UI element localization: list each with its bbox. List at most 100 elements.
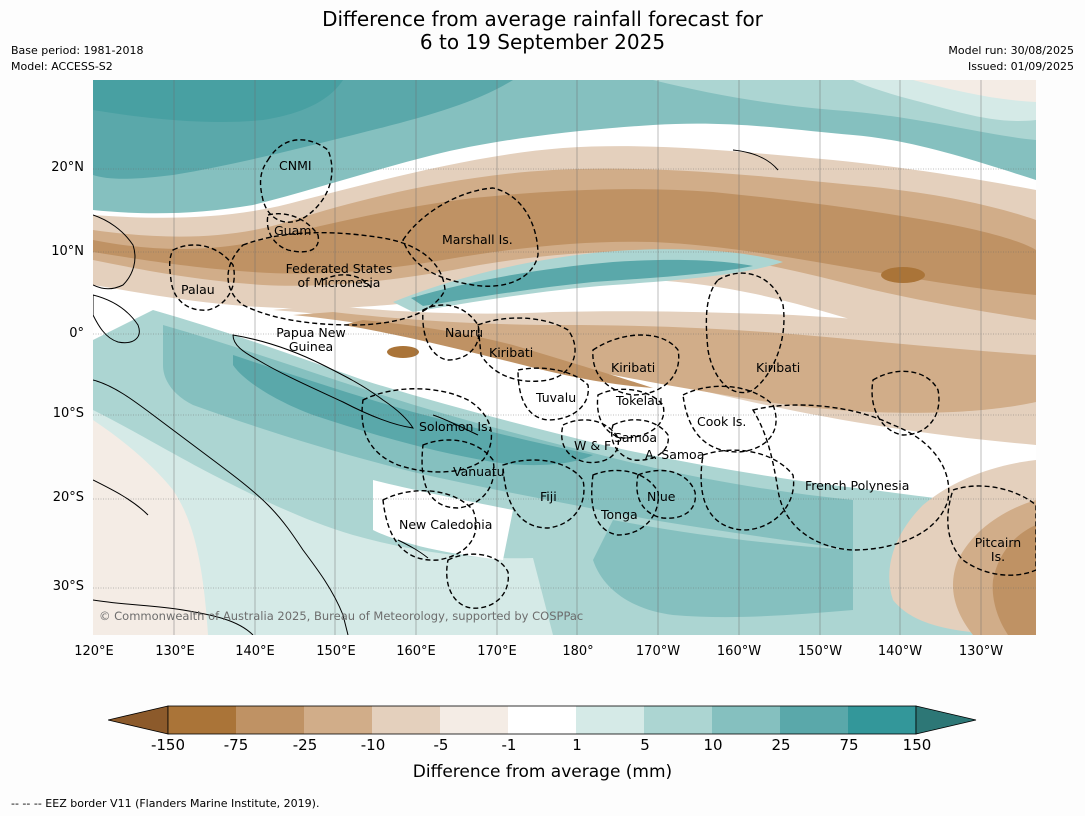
- place-labels: CNMI Guam Marshall Is. Federated States …: [181, 158, 1021, 564]
- solomon-islands-coast: [432, 414, 479, 436]
- map-title-line1: Difference from average rainfall forecas…: [322, 7, 763, 31]
- queensland-inland: [93, 479, 149, 516]
- colorbar-label: -1: [501, 736, 517, 754]
- map-canvas: CNMI Guam Marshall Is. Federated States …: [93, 80, 1036, 635]
- colorbar-label: 150: [902, 736, 932, 754]
- label-cnmi: CNMI: [279, 158, 312, 173]
- lon-tick-180: 180°: [562, 644, 594, 659]
- eez-nauru: [422, 304, 480, 361]
- lat-tick-20n: 20°N: [51, 160, 84, 175]
- eez-french-polynesia: [751, 404, 950, 551]
- label-kiribati-east: Kiribati: [756, 360, 800, 375]
- wet-band-south-core: [233, 355, 593, 466]
- label-samoa: Samoa: [614, 430, 657, 445]
- eez-marshall: [402, 187, 539, 287]
- label-fsm-line2: of Micronesia: [298, 275, 381, 290]
- label-palau: Palau: [181, 282, 215, 297]
- dry-band-south-strong: [343, 320, 653, 388]
- label-guam: Guam: [274, 223, 311, 238]
- colorbar-title: Difference from average (mm): [412, 762, 673, 782]
- eez-fsm: [227, 231, 446, 326]
- philippines-coast: [93, 214, 136, 290]
- borneo-coast: [93, 294, 140, 344]
- australia-south-coast: [93, 599, 254, 635]
- colorbar-label: -75: [223, 736, 249, 754]
- lon-tick-160w: 160°W: [716, 644, 762, 659]
- latitude-gridlines: [93, 168, 1036, 589]
- label-marshall-islands: Marshall Is.: [442, 232, 513, 247]
- eez-guam: [266, 213, 320, 253]
- colorbar-label: 75: [839, 736, 859, 754]
- colorbar-label: -25: [292, 736, 318, 754]
- eez-palau: [168, 244, 235, 311]
- colorbar-label: -10: [360, 736, 386, 754]
- colorbar-segment: [848, 706, 916, 734]
- lat-tick-10s: 10°S: [52, 406, 84, 421]
- lon-tick-170w: 170°W: [635, 644, 681, 659]
- colorbar-segment: [440, 706, 508, 734]
- colorbar-segment: [780, 706, 848, 734]
- eez-niue: [636, 469, 697, 519]
- eez-footnote: -- -- -- EEZ border V11 (Flanders Marine…: [11, 797, 320, 810]
- eez-solomon: [361, 388, 493, 473]
- base-period: Base period: 1981-2018: [11, 44, 144, 57]
- label-kiribati-central: Kiribati: [611, 360, 655, 375]
- near-normal-south-west: [93, 410, 553, 635]
- colorbar-segment: [712, 706, 780, 734]
- model-run: Model run: 30/08/2025: [948, 44, 1074, 57]
- new-guinea-coast: [232, 334, 415, 429]
- wet-core-north: [93, 80, 513, 179]
- rainfall-map: CNMI Guam Marshall Is. Federated States …: [93, 80, 1036, 635]
- label-wallis-futuna: W & F: [574, 438, 611, 453]
- australia-east-coast: [93, 379, 349, 635]
- dry-region-southeast-strong: [992, 525, 1036, 635]
- lat-tick-10n: 10°N: [51, 244, 84, 259]
- near-normal-northeast: [913, 80, 1036, 102]
- wet-core-northwest: [93, 80, 343, 122]
- eez-marquesas: [871, 370, 940, 436]
- colorbar-segment: [372, 706, 440, 734]
- wet-tongue-core: [411, 259, 753, 306]
- label-cook-islands: Cook Is.: [697, 414, 746, 429]
- eez-kiribati-east: [705, 272, 785, 394]
- dry-core-east: [881, 267, 925, 283]
- lon-tick-120e: 120°E: [74, 644, 114, 659]
- coastlines: [93, 149, 779, 635]
- label-tokelau: Tokelau: [615, 393, 663, 408]
- eez-tokelau: [596, 388, 665, 439]
- eez-kiribati-west: [477, 317, 576, 382]
- label-french-polynesia: French Polynesia: [805, 478, 909, 493]
- colorbar-segment: [236, 706, 304, 734]
- lon-tick-140w: 140°W: [877, 644, 923, 659]
- colorbar: [108, 705, 977, 735]
- slightly-dry-australia: [93, 420, 208, 635]
- lat-tick-0: 0°: [69, 326, 84, 341]
- eez-png-north: [322, 274, 374, 291]
- new-caledonia-coast: [397, 539, 429, 559]
- dry-band-north-strong: [93, 189, 1036, 295]
- label-new-caledonia: New Caledonia: [399, 517, 492, 532]
- colorbar-segment: [644, 706, 712, 734]
- label-fiji: Fiji: [540, 489, 557, 504]
- hawaii-islands: [732, 149, 779, 171]
- colorbar-label: 25: [771, 736, 791, 754]
- lon-tick-170e: 170°E: [477, 644, 517, 659]
- label-pitcairn-line1: Pitcairn: [975, 535, 1021, 550]
- label-fsm-line1: Federated States: [286, 261, 393, 276]
- lon-tick-130w: 130°W: [958, 644, 1004, 659]
- colorbar-extend-low: [108, 705, 169, 735]
- eez-kiribati-central: [592, 334, 680, 396]
- copyright-notice: © Commonwealth of Australia 2025, Bureau…: [99, 609, 583, 623]
- near-normal-coral-sea: [373, 480, 513, 560]
- label-niue: Niue: [647, 489, 676, 504]
- colorbar-segment: [576, 706, 644, 734]
- colorbar-label: -5: [433, 736, 449, 754]
- lon-tick-150w: 150°W: [797, 644, 843, 659]
- colorbar-segment: [508, 706, 576, 734]
- colorbar-label: 5: [640, 736, 650, 754]
- eez-samoa: [611, 419, 669, 461]
- lat-tick-20s: 20°S: [52, 490, 84, 505]
- issued-date: Issued: 01/09/2025: [967, 60, 1074, 73]
- eez-vanuatu: [421, 439, 495, 509]
- eez-borders: [168, 139, 1036, 609]
